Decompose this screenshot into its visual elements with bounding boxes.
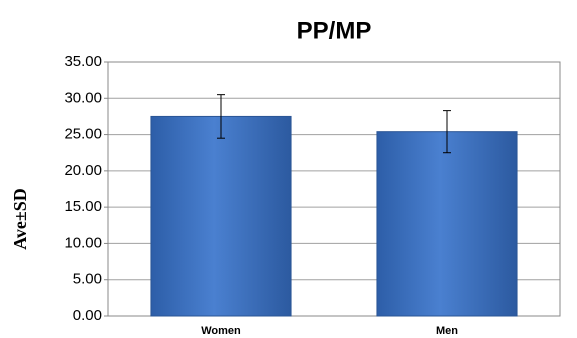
x-tick-label: Women — [201, 325, 241, 337]
y-tick-label: 5.00 — [73, 271, 102, 288]
y-tick-label: 10.00 — [64, 234, 102, 251]
bar — [150, 115, 292, 317]
y-tick-label: 0.00 — [73, 307, 102, 324]
y-tick-label: 25.00 — [64, 126, 102, 143]
y-axis-label: Ave±SD — [10, 188, 30, 250]
y-tick-label: 30.00 — [64, 89, 102, 106]
bar — [376, 131, 518, 317]
y-tick-label: 35.00 — [64, 53, 102, 70]
chart-title: PP/MP — [297, 17, 372, 44]
y-tick-label: 15.00 — [64, 198, 102, 215]
plot-border — [107, 61, 561, 317]
y-tick-label: 20.00 — [64, 162, 102, 179]
x-tick-label: Men — [436, 325, 458, 337]
